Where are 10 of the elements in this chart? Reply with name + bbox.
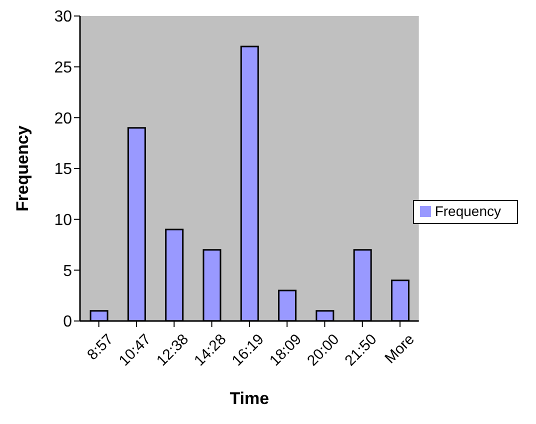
x-axis-title: Time — [230, 389, 270, 408]
y-tick-label: 30 — [54, 8, 72, 26]
y-tick-label: 15 — [54, 161, 72, 178]
y-tick-label: 0 — [63, 314, 72, 331]
y-tick-label: 25 — [54, 60, 72, 77]
y-tick-label: 10 — [54, 212, 72, 230]
y-axis-title: Frequency — [13, 124, 32, 212]
y-tick-label: 5 — [63, 262, 72, 280]
y-tick-label: 20 — [54, 110, 72, 128]
legend-label: Frequency — [434, 203, 501, 219]
